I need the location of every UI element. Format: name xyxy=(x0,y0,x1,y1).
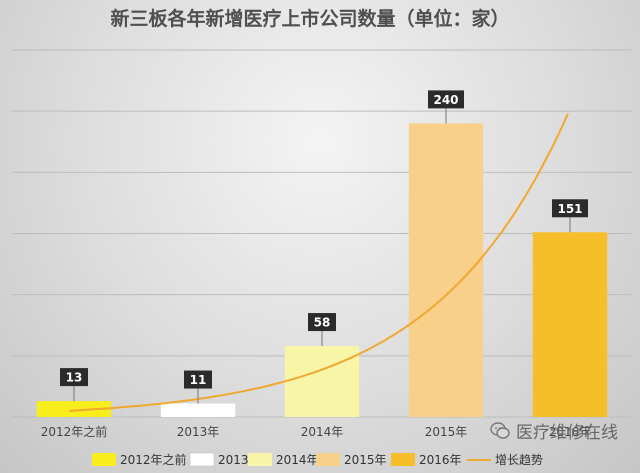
x-tick-label-3: 2015年 xyxy=(425,425,468,439)
svg-text:151: 151 xyxy=(557,202,582,216)
data-label-0: 13 xyxy=(60,368,88,402)
grid-lines xyxy=(12,49,632,418)
data-label-4: 151 xyxy=(552,199,588,233)
watermark-text: 医疗维修在线 xyxy=(516,423,618,443)
x-tick-label-4: 2016年 xyxy=(549,425,592,439)
svg-text:58: 58 xyxy=(314,316,331,330)
svg-text:2012年之前: 2012年之前 xyxy=(120,452,187,467)
svg-text:2015年: 2015年 xyxy=(344,453,387,467)
bar-2 xyxy=(284,346,360,417)
legend-item-2: 2014年 xyxy=(248,453,319,467)
x-tick-label-1: 2013年 xyxy=(177,425,220,439)
legend-item-4: 2016年 xyxy=(391,453,462,467)
legend-item-3: 2015年 xyxy=(316,453,387,467)
data-label-1: 11 xyxy=(184,370,212,404)
legend: 2012年之前 2013年 2014年 2015年 2016年 增长趋势 xyxy=(92,452,543,467)
x-tick-label-0: 2012年之前 xyxy=(41,424,108,439)
bar-4 xyxy=(532,232,608,417)
svg-text:240: 240 xyxy=(433,93,458,107)
data-labels: 13 11 58 240 151 xyxy=(60,90,588,404)
svg-text:增长趋势: 增长趋势 xyxy=(495,453,543,467)
wechat-icon xyxy=(490,421,510,439)
svg-text:13: 13 xyxy=(66,371,83,385)
legend-item-5: 增长趋势 xyxy=(467,453,543,467)
bar-group xyxy=(36,123,608,418)
data-label-3: 240 xyxy=(428,90,464,124)
bar-0 xyxy=(36,401,112,417)
x-tick-label-2: 2014年 xyxy=(301,425,344,439)
data-label-2: 58 xyxy=(308,313,336,347)
watermark: 医疗维修在线 xyxy=(490,418,618,443)
chart-title: 新三板各年新增医疗上市公司数量（单位：家） xyxy=(110,7,509,30)
svg-text:2014年: 2014年 xyxy=(276,453,319,467)
svg-text:11: 11 xyxy=(190,373,207,387)
trend-line-group xyxy=(68,113,569,412)
legend-item-0: 2012年之前 xyxy=(92,452,187,467)
trend-line xyxy=(68,113,569,412)
x-axis-ticks: 2012年之前 2013年 2014年 2015年 2016年 xyxy=(41,424,592,439)
svg-text:2016年: 2016年 xyxy=(419,453,462,467)
bar-1 xyxy=(160,403,236,417)
